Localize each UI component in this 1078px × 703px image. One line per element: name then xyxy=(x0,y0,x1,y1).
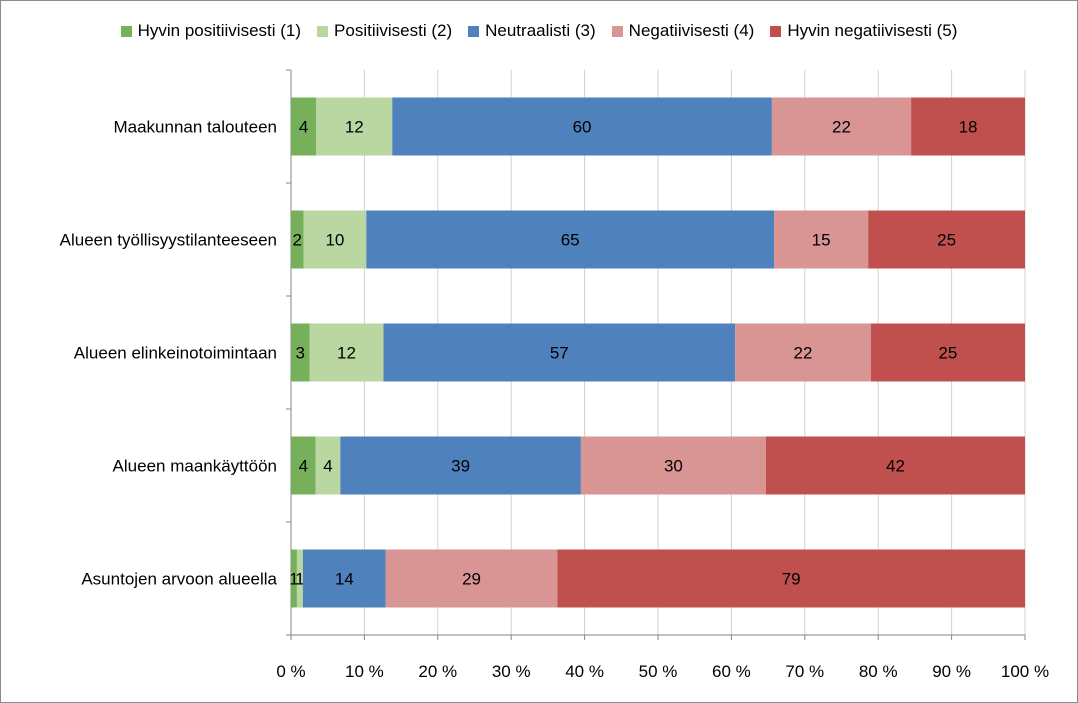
x-tick-label: 30 % xyxy=(492,662,531,681)
data-label: 25 xyxy=(937,231,956,250)
x-tick-label: 50 % xyxy=(639,662,678,681)
legend-swatch xyxy=(468,25,480,37)
category-label: Alueen maankäyttöön xyxy=(113,457,277,476)
data-label: 14 xyxy=(335,570,354,589)
data-label: 4 xyxy=(299,118,308,137)
bar-segment xyxy=(383,323,736,382)
data-label: 30 xyxy=(664,457,683,476)
data-label: 65 xyxy=(561,231,580,250)
bar-segment xyxy=(316,97,393,156)
data-label: 22 xyxy=(832,118,851,137)
bar-segment xyxy=(557,549,1025,608)
bar-segment xyxy=(291,549,297,608)
x-tick-label: 10 % xyxy=(345,662,384,681)
data-label: 29 xyxy=(462,570,481,589)
category-label: Alueen elinkeinotoimintaan xyxy=(74,344,277,363)
legend-swatch xyxy=(317,25,329,37)
bar-segment xyxy=(771,97,912,156)
bar-segment xyxy=(735,323,871,382)
data-label: 12 xyxy=(345,118,364,137)
legend-swatch xyxy=(611,25,623,37)
data-label: 57 xyxy=(550,344,569,363)
bar-segment xyxy=(315,436,341,495)
data-label: 60 xyxy=(573,118,592,137)
category-label: Maakunnan talouteen xyxy=(113,118,277,137)
category-label: Asuntojen arvoon alueella xyxy=(81,570,277,589)
x-tick-label: 90 % xyxy=(932,662,971,681)
legend-label: Positiivisesti (2) xyxy=(334,21,453,40)
data-label: 42 xyxy=(886,457,905,476)
legend-label: Neutraalisti (3) xyxy=(485,21,596,40)
bar-segment xyxy=(868,210,1025,269)
data-label: 1 xyxy=(295,570,304,589)
legend-swatch xyxy=(120,25,132,37)
data-label: 79 xyxy=(782,570,801,589)
legend-swatch xyxy=(770,25,782,37)
data-label: 3 xyxy=(296,344,305,363)
bar-segment xyxy=(366,210,775,269)
bar-segment xyxy=(309,323,384,382)
data-label: 2 xyxy=(293,231,302,250)
data-label: 15 xyxy=(812,231,831,250)
legend-label: Negatiivisesti (4) xyxy=(628,21,755,40)
bar-segment xyxy=(291,436,316,495)
bar-segment xyxy=(765,436,1025,495)
data-label: 4 xyxy=(299,457,308,476)
category-label: Alueen työllisyystilanteeseen xyxy=(60,231,277,250)
x-tick-label: 100 % xyxy=(1001,662,1049,681)
x-tick-label: 60 % xyxy=(712,662,751,681)
bar-segment xyxy=(291,210,304,269)
legend-item: Negatiivisesti (4) xyxy=(611,21,755,41)
bar-segment xyxy=(870,323,1025,382)
bar-segment xyxy=(392,97,772,156)
chart-legend: Hyvin positiivisesti (1) Positiivisesti … xyxy=(0,16,1078,46)
bar-segment xyxy=(303,210,367,269)
data-label: 18 xyxy=(959,118,978,137)
legend-label: Hyvin positiivisesti (1) xyxy=(137,21,302,40)
legend-item: Hyvin positiivisesti (1) xyxy=(120,21,302,41)
data-label: 22 xyxy=(793,344,812,363)
x-tick-label: 70 % xyxy=(785,662,824,681)
x-tick-label: 80 % xyxy=(859,662,898,681)
bar-segment xyxy=(296,549,303,608)
x-tick-label: 40 % xyxy=(565,662,604,681)
bar-segment xyxy=(302,549,386,608)
bar-segment xyxy=(340,436,581,495)
bar-segment xyxy=(911,97,1025,156)
x-tick-label: 0 % xyxy=(276,662,305,681)
data-label: 1 xyxy=(289,570,298,589)
legend-item: Neutraalisti (3) xyxy=(468,21,596,41)
bar-segment xyxy=(580,436,766,495)
data-label: 10 xyxy=(325,231,344,250)
x-tick-label: 20 % xyxy=(418,662,457,681)
data-label: 4 xyxy=(323,457,332,476)
data-label: 12 xyxy=(337,344,356,363)
data-label: 25 xyxy=(938,344,957,363)
legend-label: Hyvin negatiivisesti (5) xyxy=(787,21,958,40)
data-label: 39 xyxy=(451,457,470,476)
legend-item: Positiivisesti (2) xyxy=(317,21,452,41)
bar-segment xyxy=(385,549,558,608)
legend-item: Hyvin negatiivisesti (5) xyxy=(770,21,957,41)
bar-segment xyxy=(774,210,869,269)
bar-segment xyxy=(291,323,310,382)
bar-segment xyxy=(291,97,317,156)
